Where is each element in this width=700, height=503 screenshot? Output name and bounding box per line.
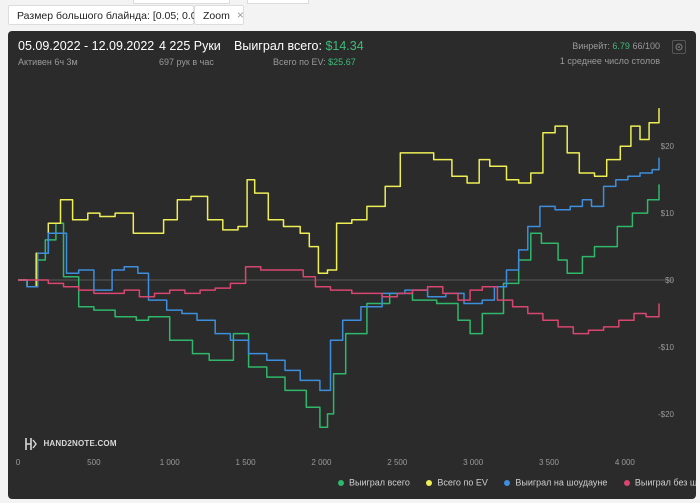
graph-panel: 05.09.2022 - 12.09.2022 Активен 6ч 3м 4 … xyxy=(8,31,696,499)
series-line-2 xyxy=(18,157,660,392)
x-tick-label: 1 000 xyxy=(160,458,181,467)
top-tab-stub xyxy=(247,0,309,4)
legend-item-non-showdown[interactable]: Выиграл без шоудауна xyxy=(623,477,696,488)
legend-label: Всего по EV xyxy=(437,477,488,488)
hand2note-logo: HAND2NOTE.COM xyxy=(25,435,117,450)
x-tick-label: 3 500 xyxy=(539,458,560,467)
filter-chip-big-blind[interactable]: Размер большого блайнда: [0.05; 0.05]× xyxy=(8,5,219,25)
x-tick-label: 2 500 xyxy=(387,458,408,467)
y-tick-label: -$20 xyxy=(658,410,675,419)
x-tick-label: 3 000 xyxy=(463,458,484,467)
legend-label: Выиграл всего xyxy=(349,477,410,488)
won-total-label: Выиграл всего: xyxy=(234,39,322,53)
filter-chip-zoom[interactable]: Zoom × xyxy=(194,5,244,25)
legend-dot xyxy=(426,479,433,486)
winrate-unit: 66/100 xyxy=(632,41,660,51)
legend-item-won[interactable]: Выиграл всего xyxy=(338,477,410,488)
won-total-value: $14.34 xyxy=(325,39,364,53)
series-line-3 xyxy=(18,265,660,335)
top-tab-stub xyxy=(133,0,230,4)
legend-item-showdown[interactable]: Выиграл на шоудауне xyxy=(504,477,607,488)
legend-label: Выиграл на шоудауне xyxy=(515,477,608,488)
ev-label: Всего по EV: xyxy=(273,57,326,67)
settings-button[interactable] xyxy=(672,40,686,54)
filter-chip-label: Zoom xyxy=(203,10,230,22)
legend-label: Выиграл без шоудауна xyxy=(634,477,696,488)
hands-count: 4 225 Руки xyxy=(159,39,221,53)
logo-icon xyxy=(25,437,37,450)
x-tick-label: 500 xyxy=(87,458,101,467)
close-icon[interactable]: × xyxy=(236,8,244,22)
filter-bar: Размер большого блайнда: [0.05; 0.05]× Z… xyxy=(0,0,700,30)
active-time: Активен 6ч 3м xyxy=(18,57,78,67)
y-tick-label: -$10 xyxy=(658,343,675,352)
x-tick-label: 0 xyxy=(16,458,21,467)
hands-per-hour: 697 рук в час xyxy=(159,57,214,67)
won-total: Выиграл всего: $14.34 xyxy=(234,39,364,53)
date-range: 05.09.2022 - 12.09.2022 xyxy=(18,39,155,53)
series-line-1 xyxy=(18,108,660,288)
average-tables: 1 среднее число столов xyxy=(559,56,660,66)
series-line-0 xyxy=(18,184,660,428)
y-tick-label: $0 xyxy=(665,276,674,285)
x-tick-label: 4 000 xyxy=(615,458,636,467)
chart: $20 $10 $0 -$10 -$20 0 500 1 000 1 500 2 000 2 50… xyxy=(16,108,675,467)
legend-dot xyxy=(338,479,344,486)
filter-chip-label: Размер большого блайнда: [0.05; 0.05] xyxy=(17,10,206,22)
winrate: Винрейт: 6.79 66/100 xyxy=(572,41,660,51)
ev-value: $25.67 xyxy=(328,57,356,67)
winrate-value: 6.79 xyxy=(612,41,630,51)
gear-icon xyxy=(675,43,683,51)
ev-total: Всего по EV: $25.67 xyxy=(273,57,356,67)
y-tick-label: $10 xyxy=(661,209,675,218)
x-tick-label: 1 500 xyxy=(236,458,257,467)
winrate-label: Винрейт: xyxy=(572,41,610,51)
legend-dot xyxy=(504,479,511,486)
x-tick-label: 2 000 xyxy=(311,458,332,467)
y-tick-label: $20 xyxy=(661,142,675,151)
logo-text: HAND2NOTE.COM xyxy=(43,439,117,449)
legend-dot xyxy=(623,479,630,486)
legend-item-ev[interactable]: Всего по EV xyxy=(426,477,488,488)
legend: Выиграл всего Всего по EV Выиграл на шоу… xyxy=(338,477,696,491)
